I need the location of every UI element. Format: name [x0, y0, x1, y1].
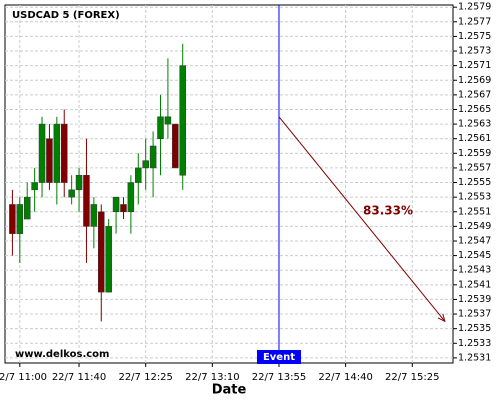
candle-body: [98, 211, 105, 293]
y-tick-label: 1.2555: [458, 177, 491, 188]
y-tick-label: 1.2553: [458, 192, 491, 203]
y-tick-label: 1.2557: [458, 162, 491, 173]
y-tick-label: 1.2579: [458, 2, 491, 13]
y-tick-label: 1.2545: [458, 250, 491, 261]
candle-body: [90, 204, 98, 227]
y-tick-label: 1.2573: [458, 46, 491, 57]
y-tick-label: 1.2551: [458, 206, 491, 217]
y-tick-label: 1.2565: [458, 104, 491, 115]
x-tick-label: 22/7 14:40: [318, 372, 372, 383]
candle-body: [127, 182, 135, 213]
x-tick-label: 22/7 15:25: [385, 372, 439, 383]
candle-body: [149, 145, 157, 169]
y-tick-label: 1.2531: [458, 352, 491, 363]
candle-body: [179, 65, 186, 176]
candle-body: [135, 167, 142, 183]
candle-body: [120, 204, 127, 213]
candle-body: [60, 123, 68, 183]
x-axis-title: Date: [212, 383, 247, 398]
y-tick-label: 1.2561: [458, 133, 491, 144]
y-tick-label: 1.2563: [458, 119, 491, 130]
candle-body: [9, 204, 16, 234]
event-label-bg: [256, 350, 301, 364]
x-tick-label: 22/7 11:40: [52, 372, 106, 383]
y-tick-label: 1.2559: [458, 148, 491, 159]
x-tick-label: 22/7 13:10: [185, 372, 239, 383]
y-tick-label: 1.2537: [458, 309, 491, 320]
y-tick-label: 1.2543: [458, 265, 491, 276]
plot-layer: Event 83.33%: [5, 5, 457, 367]
candle-body: [53, 123, 61, 183]
chart-title: USDCAD 5 (FOREX): [12, 10, 120, 21]
event-label: Event: [263, 352, 295, 363]
y-tick-label: 1.2547: [458, 235, 491, 246]
y-tick-label: 1.2541: [458, 279, 491, 290]
candle-body: [142, 160, 149, 169]
y-tick-label: 1.2567: [458, 89, 491, 100]
candle-body: [164, 116, 172, 125]
forecast-arrow: [278, 116, 445, 322]
candle-body: [38, 123, 46, 183]
y-tick-label: 1.2569: [458, 75, 491, 86]
candle-body: [75, 174, 83, 191]
y-tick-label: 1.2571: [458, 60, 491, 71]
x-tick-label: 22/7 12:25: [118, 372, 172, 383]
candle-body: [46, 138, 53, 183]
candle-body: [83, 174, 90, 227]
x-tick-label: 22/7 13:55: [252, 372, 306, 383]
candle-body: [172, 123, 179, 169]
watermark: www.delkos.com: [15, 349, 109, 360]
candle-body: [68, 189, 75, 198]
candle-body: [31, 182, 38, 191]
candle-body: [105, 226, 112, 293]
y-tick-label: 1.2533: [458, 338, 491, 349]
candle-body: [112, 196, 120, 213]
candle-body: [23, 196, 31, 220]
y-tick-label: 1.2575: [458, 31, 491, 42]
candle-body: [157, 116, 164, 139]
plot-area: [4, 4, 454, 364]
y-tick-label: 1.2577: [458, 16, 491, 27]
y-tick-label: 1.2539: [458, 294, 491, 305]
forecast-label: 83.33%: [363, 204, 413, 218]
y-tick-label: 1.2549: [458, 221, 491, 232]
x-tick-label: 22/7 11:00: [0, 372, 47, 383]
y-tick-label: 1.2535: [458, 323, 491, 334]
candle-body: [16, 204, 24, 234]
